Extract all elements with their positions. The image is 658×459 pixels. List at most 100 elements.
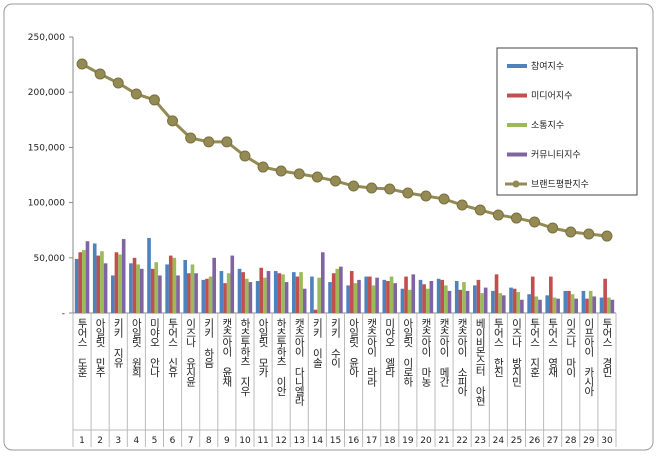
- bar: [165, 264, 169, 313]
- bar: [172, 257, 177, 313]
- bar: [284, 282, 289, 313]
- bar: [248, 282, 253, 313]
- bar: [219, 271, 224, 313]
- line-marker: [239, 150, 251, 162]
- line-marker: [167, 115, 179, 127]
- legend-swatch: [512, 180, 520, 188]
- bar: [588, 290, 593, 313]
- bar: [512, 288, 517, 313]
- x-tick-label: 아일릿 윤아: [348, 318, 360, 378]
- bar: [610, 299, 615, 313]
- bar: [425, 288, 430, 313]
- x-tick-label: 투어스 신유: [167, 318, 179, 378]
- x-tick-label: 이즈나 마이: [565, 318, 577, 378]
- rank-label: 14: [312, 436, 324, 446]
- line-marker: [221, 136, 233, 148]
- bar: [407, 289, 412, 313]
- legend-swatch: [507, 64, 527, 68]
- bar: [386, 280, 390, 313]
- bar: [339, 266, 343, 313]
- line-marker: [601, 230, 613, 242]
- bar: [346, 285, 350, 313]
- x-tick-label: 투어스 지훈: [529, 318, 541, 377]
- bar: [393, 283, 397, 313]
- x-tick-label: 키키 지유: [112, 318, 124, 369]
- x-tick-label: 키키 이솔: [311, 318, 323, 368]
- bar: [567, 290, 571, 313]
- bar: [147, 237, 151, 313]
- bar: [418, 279, 423, 313]
- bar: [491, 290, 495, 313]
- x-tick-label: 아일릿 민주: [94, 318, 106, 378]
- bar: [382, 279, 387, 313]
- bar: [226, 273, 231, 313]
- bar: [317, 277, 321, 313]
- x-tick-label: 아일릿 이로하: [402, 318, 414, 388]
- x-tick-label: 이프아이 카시아: [583, 318, 595, 397]
- line-marker: [456, 199, 468, 211]
- bar: [389, 276, 394, 313]
- legend-swatch: [507, 152, 527, 157]
- bar: [498, 293, 502, 313]
- bar: [422, 284, 426, 313]
- bar: [400, 288, 405, 313]
- line-marker: [348, 180, 360, 192]
- rank-label: 17: [366, 436, 377, 446]
- y-tick-label: 50,000: [34, 254, 66, 264]
- bar: [129, 263, 133, 313]
- bar: [462, 282, 466, 313]
- bar: [183, 260, 188, 313]
- rank-label: 21: [438, 436, 449, 446]
- rank-label: 16: [348, 436, 360, 446]
- line-marker: [384, 183, 396, 195]
- legend-label: 커뮤니티지수: [531, 150, 581, 161]
- bar: [349, 271, 354, 313]
- bar: [335, 268, 340, 313]
- bar: [328, 282, 332, 313]
- line-marker: [565, 226, 577, 238]
- bar: [212, 257, 216, 313]
- bar: [266, 271, 271, 313]
- legend-swatch: [507, 123, 527, 127]
- line-marker: [275, 165, 287, 177]
- rank-label: 25: [511, 436, 522, 446]
- line-marker: [76, 58, 88, 70]
- bar: [205, 278, 209, 313]
- bar: [158, 275, 162, 313]
- bar: [244, 278, 249, 313]
- line-marker: [366, 182, 378, 194]
- bar: [154, 262, 159, 313]
- line-marker: [329, 175, 341, 187]
- y-tick-label: 250,000: [28, 33, 65, 43]
- bar: [74, 258, 79, 313]
- bar: [375, 277, 379, 313]
- bar: [606, 297, 611, 313]
- bar: [114, 252, 119, 313]
- rank-label: 4: [133, 436, 139, 446]
- x-tick-label: 베이비몬스터 아현: [474, 318, 486, 406]
- x-tick-label: 이즈나 유지윤: [185, 318, 197, 387]
- line-marker: [94, 68, 106, 80]
- rank-label: 22: [456, 436, 467, 446]
- bar: [538, 299, 542, 313]
- line-marker: [583, 228, 595, 240]
- bar: [353, 283, 358, 313]
- bar: [563, 290, 568, 313]
- x-tick-label: 키키 하음: [203, 318, 215, 368]
- x-tick-label: 이즈나 방지민: [510, 318, 522, 387]
- x-tick-label: 아일릿 모카: [257, 318, 269, 378]
- x-tick-label: 키키 수이: [329, 318, 341, 369]
- x-tick-label: 캣츠아이 다니엘라: [293, 318, 305, 407]
- bar: [168, 255, 173, 313]
- bar: [465, 290, 470, 313]
- bar: [599, 297, 604, 313]
- y-tick-label: 100,000: [28, 199, 65, 209]
- x-tick-label: 투어스 경민: [601, 318, 613, 377]
- rank-label: 8: [206, 436, 212, 446]
- bar: [436, 278, 441, 313]
- rank-label: 18: [384, 436, 396, 446]
- x-tick-label: 캣츠아이 마농: [420, 318, 432, 387]
- bar: [444, 285, 448, 313]
- rank-label: 2: [97, 436, 103, 446]
